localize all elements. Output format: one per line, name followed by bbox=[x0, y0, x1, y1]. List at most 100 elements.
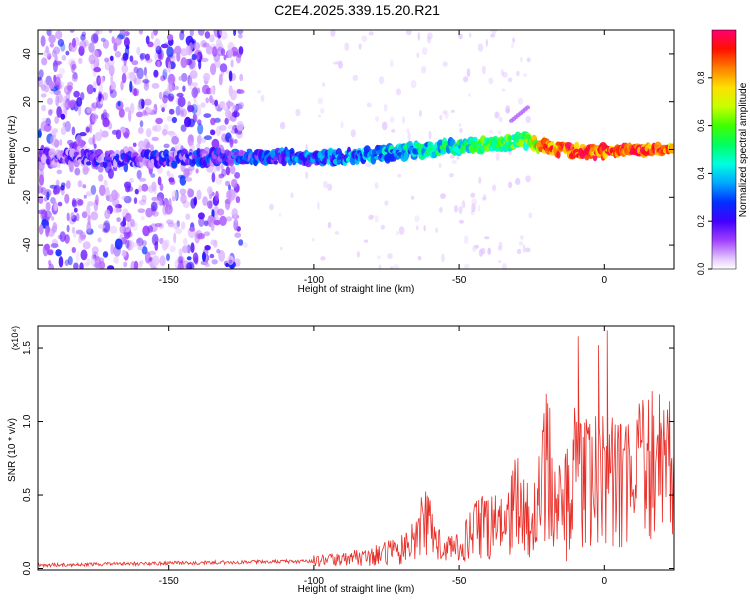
spectrogram-y-label: Frequency (Hz) bbox=[7, 116, 18, 185]
spectrogram-noise-cell bbox=[116, 217, 121, 223]
spectrogram-noise-cell bbox=[526, 57, 531, 63]
spectrogram-noise-cell bbox=[171, 136, 180, 145]
spectrogram-noise-cell bbox=[216, 248, 221, 254]
colorbar-gradient bbox=[711, 29, 737, 270]
spectrogram-noise-cell bbox=[138, 199, 147, 206]
spectrogram-noise-cell bbox=[77, 180, 83, 188]
spectrogram-noise-cell bbox=[180, 72, 188, 82]
spectrogram-noise-cell bbox=[160, 75, 166, 82]
spectrogram-noise-cell bbox=[98, 174, 104, 182]
spectrogram-noise-cell bbox=[153, 69, 159, 78]
x-tick-label: 0 bbox=[602, 576, 608, 587]
spectrogram-noise-cell bbox=[151, 210, 159, 217]
spectrogram-noise-cell bbox=[207, 200, 213, 209]
spectrogram-noise-cell bbox=[174, 45, 182, 55]
spectrogram-noise-cell bbox=[238, 33, 243, 39]
spectrogram-noise-cell bbox=[172, 85, 180, 91]
spectrogram-noise-cell bbox=[458, 33, 463, 40]
spectrogram-noise-cell bbox=[225, 216, 233, 222]
spectrogram-noise-cell bbox=[45, 216, 50, 222]
spectrogram-noise-cell bbox=[71, 247, 77, 253]
spectrogram-noise-cell bbox=[121, 64, 129, 74]
spectrogram-noise-cell bbox=[230, 89, 237, 101]
spectrogram-noise-cell bbox=[91, 251, 99, 261]
spectrogram-noise-cell bbox=[204, 135, 212, 141]
spectrogram-noise-cell bbox=[122, 52, 129, 61]
y-tick-label: 20 bbox=[22, 96, 33, 108]
spectrogram-noise-cell bbox=[173, 222, 179, 230]
spectrogram-noise-cell bbox=[97, 237, 102, 243]
spectrogram-noise-cell bbox=[129, 177, 134, 183]
spectrogram-noise-cell bbox=[515, 177, 521, 186]
spectrogram-noise-cell bbox=[205, 45, 213, 55]
spectrogram-noise-cell bbox=[187, 188, 195, 198]
spectrogram-noise-cell bbox=[130, 218, 135, 228]
spectrogram-noise-cell bbox=[182, 85, 186, 92]
spectrogram-noise-cell bbox=[125, 239, 130, 249]
spectrogram-noise-cell bbox=[80, 249, 88, 261]
spectrogram-noise-cell bbox=[82, 184, 87, 189]
spectrogram-noise-cell bbox=[391, 129, 396, 133]
spectrogram-noise-cell bbox=[179, 188, 187, 195]
spectrogram-noise-cell bbox=[256, 89, 262, 94]
spectrogram-noise-cell bbox=[75, 213, 80, 222]
spectrogram-noise-cell bbox=[221, 168, 227, 177]
spectrogram-noise-cell bbox=[93, 254, 97, 259]
spectrogram-noise-cell bbox=[501, 88, 506, 92]
spectrogram-noise-cell bbox=[38, 174, 45, 186]
spectrogram-noise-cell bbox=[485, 38, 488, 47]
spectrogram-noise-cell bbox=[228, 184, 231, 191]
spectrogram-noise-cell bbox=[113, 207, 121, 214]
spectrogram-noise-cell bbox=[232, 190, 238, 199]
spectrogram-noise-cell bbox=[192, 252, 199, 264]
spectrogram-noise-cell bbox=[224, 117, 229, 125]
spectrogram-noise-cell bbox=[525, 115, 531, 124]
spectrogram-noise-cell bbox=[92, 32, 99, 43]
snr-panel: -150 -100 -50 0 0.0 0.5 1.0 1.5 Height of stra… bbox=[7, 325, 675, 595]
spectrogram-noise-cell bbox=[179, 106, 184, 116]
spectrogram-noise-cell bbox=[472, 245, 477, 252]
spectrogram-noise-cell bbox=[85, 191, 92, 197]
spectrogram-noise-cell bbox=[384, 200, 389, 206]
spectrogram-noise-cell bbox=[468, 32, 472, 38]
spectrogram-noise-cell bbox=[516, 70, 520, 77]
spectrogram-noise-cell bbox=[318, 114, 321, 118]
spectrogram-noise-cell bbox=[154, 223, 162, 227]
spectrogram-noise-cell bbox=[317, 201, 320, 210]
spectrogram-noise-cell bbox=[488, 129, 494, 134]
spectrogram-noise-cell bbox=[69, 30, 75, 33]
spectrogram-noise-cell bbox=[129, 80, 133, 93]
spectrogram-noise-cell bbox=[79, 262, 84, 269]
spectrogram-noise-cell bbox=[187, 74, 192, 86]
spectrogram-noise-cell bbox=[393, 264, 400, 269]
spectrogram-noise-cell bbox=[179, 175, 187, 186]
spectrogram-noise-cell bbox=[60, 126, 67, 136]
colorbar-label: Normalized spectral amplitude bbox=[738, 82, 749, 217]
spectrogram-noise-cell bbox=[73, 232, 77, 238]
spectrogram-noise-cell bbox=[141, 194, 147, 203]
spectrogram-noise-cell bbox=[458, 219, 465, 224]
spectrogram-noise-cell bbox=[206, 186, 213, 195]
spectrogram-noise-cell bbox=[83, 194, 87, 199]
spectrogram-noise-cell bbox=[483, 193, 487, 200]
spectrogram-noise-cell bbox=[93, 262, 102, 269]
spectrogram-noise-cell bbox=[167, 61, 172, 74]
spectrogram-noise-cell bbox=[53, 187, 58, 195]
spectrogram-noise-cell bbox=[64, 120, 71, 133]
spectrogram-noise-cell bbox=[471, 203, 476, 213]
spectrogram-noise-cell bbox=[129, 55, 134, 62]
spectrogram-noise-cell bbox=[107, 265, 115, 269]
spectrogram-noise-cell bbox=[67, 100, 75, 108]
spectrogram-noise-cell bbox=[200, 57, 209, 63]
spectrogram-noise-cell bbox=[219, 101, 226, 109]
colorbar-ticks: 0.0 0.2 0.4 0.6 0.8 bbox=[696, 72, 712, 275]
spectrogram-noise-cell bbox=[124, 132, 129, 139]
spectrogram-noise-cell bbox=[204, 263, 211, 268]
spectrogram-noise-cell bbox=[183, 167, 190, 178]
spectrogram-noise-cell bbox=[278, 212, 282, 217]
spectrogram-noise-cell bbox=[364, 239, 369, 243]
spectrogram-noise-cell bbox=[127, 240, 135, 251]
spectrogram-noise-cell bbox=[196, 134, 202, 145]
spectrogram-noise-cell bbox=[155, 117, 164, 125]
spectrogram-noise-cell bbox=[151, 196, 159, 201]
